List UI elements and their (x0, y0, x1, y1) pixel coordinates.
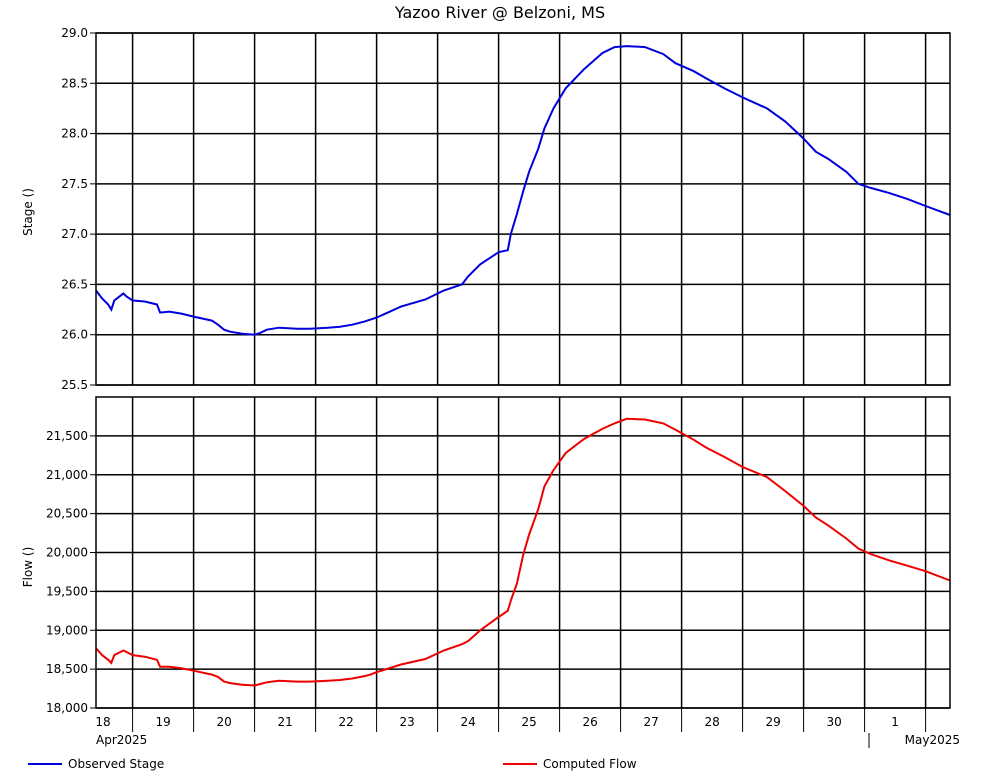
legend-computed-flow: Computed Flow (503, 757, 637, 771)
x-day-label: 25 (521, 715, 536, 729)
stage-y-tick-label: 26.5 (61, 277, 88, 291)
x-month-label-may: May2025 (905, 733, 960, 747)
x-day-label: 29 (765, 715, 780, 729)
stage-y-tick-label: 27.0 (61, 227, 88, 241)
stage-y-tick-label: 29.0 (61, 26, 88, 40)
x-day-label: 22 (338, 715, 353, 729)
x-day-label: 26 (582, 715, 597, 729)
flow-y-tick-label: 18,500 (46, 662, 88, 676)
stage-y-tick-label: 27.5 (61, 177, 88, 191)
observed-stage-line (95, 45, 951, 336)
stage-panel-grid (90, 32, 950, 386)
legend-observed-stage: Observed Stage (28, 757, 164, 771)
flow-y-tick-label: 21,000 (46, 468, 88, 482)
flow-plot-frame (95, 396, 951, 709)
x-day-label: 18 (95, 715, 110, 729)
stage-y-tick-label: 28.0 (61, 127, 88, 141)
stage-y-tick-label: 28.5 (61, 76, 88, 90)
flow-y-tick-label: 21,500 (46, 429, 88, 443)
x-axis-day-labels: 18 19 20 21 22 23 24 25 26 27 28 29 30 1 (95, 708, 927, 732)
flow-y-tick-label: 18,000 (46, 701, 88, 715)
flow-y-tick-label: 19,000 (46, 623, 88, 637)
computed-flow-line (95, 417, 951, 687)
stage-y-tick-labels: 25.5 26.0 26.5 27.0 27.5 28.0 28.5 29.0 (61, 26, 88, 392)
x-day-label: 28 (704, 715, 719, 729)
flow-y-tick-label: 20,500 (46, 507, 88, 521)
stage-y-axis-label: Stage () (21, 188, 35, 236)
x-day-label: 1 (891, 715, 899, 729)
x-day-label: 27 (643, 715, 658, 729)
x-day-label: 24 (460, 715, 475, 729)
legend-observed-stage-label: Observed Stage (68, 757, 164, 771)
flow-y-axis-label: Flow () (21, 547, 35, 588)
flow-y-tick-labels: 18,000 18,500 19,000 19,500 20,000 20,500 21,0… (46, 429, 88, 715)
stage-y-tick-label: 25.5 (61, 378, 88, 392)
x-month-label-apr: Apr2025 (96, 733, 147, 747)
flow-y-tick-label: 20,000 (46, 546, 88, 560)
chart-title: Yazoo River @ Belzoni, MS (394, 3, 605, 22)
x-day-label: 23 (399, 715, 414, 729)
stage-plot-frame (95, 32, 951, 386)
x-day-label: 21 (277, 715, 292, 729)
x-day-label: 30 (826, 715, 841, 729)
flow-y-tick-label: 19,500 (46, 584, 88, 598)
stage-y-tick-label: 26.0 (61, 328, 88, 342)
x-day-label: 19 (155, 715, 170, 729)
x-day-label: 20 (216, 715, 231, 729)
legend-computed-flow-label: Computed Flow (543, 757, 637, 771)
flow-panel-grid (90, 397, 950, 709)
